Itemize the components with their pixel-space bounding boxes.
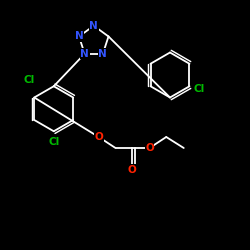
Text: N: N	[98, 49, 107, 59]
Text: N: N	[90, 21, 98, 31]
Text: N: N	[75, 32, 84, 42]
Text: O: O	[94, 132, 103, 142]
Text: O: O	[145, 143, 154, 153]
Text: O: O	[128, 165, 136, 175]
Text: Cl: Cl	[48, 137, 60, 147]
Text: Cl: Cl	[194, 84, 205, 94]
Text: Cl: Cl	[24, 75, 35, 85]
Text: N: N	[80, 49, 89, 59]
